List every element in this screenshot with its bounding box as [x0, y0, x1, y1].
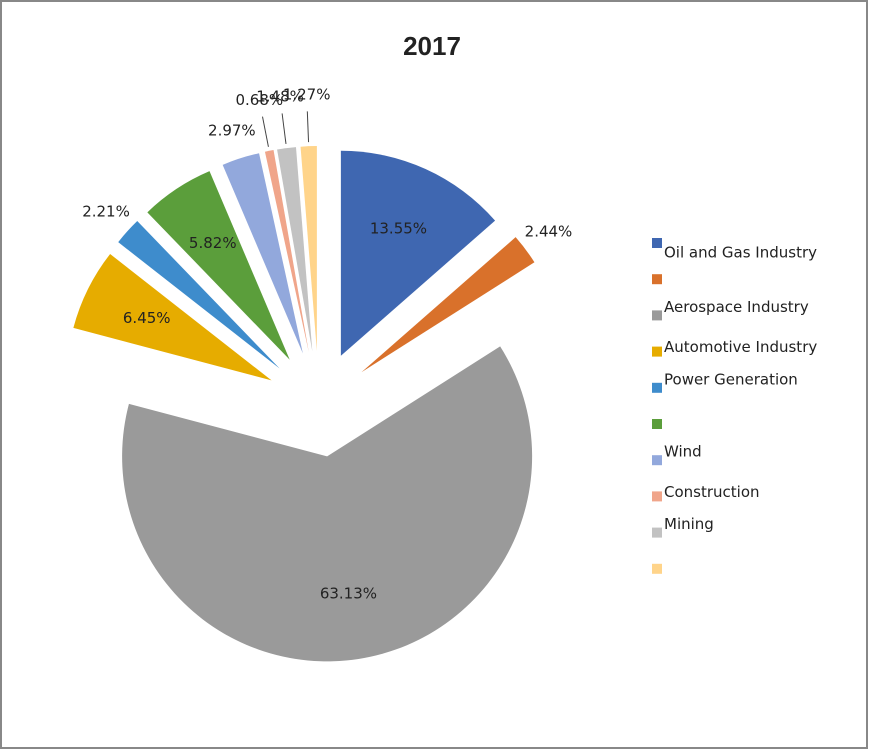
data-label: 2.21%	[82, 203, 130, 221]
pie-slice	[340, 150, 496, 356]
chart-title: 2017	[403, 31, 461, 61]
data-label: 1.27%	[283, 85, 331, 103]
legend-label: Power Generation	[664, 370, 798, 388]
leader-line	[262, 116, 269, 147]
legend-swatch	[652, 491, 662, 502]
legend-swatch	[652, 419, 662, 429]
data-label: 13.55%	[370, 219, 427, 237]
legend-label: Wind	[664, 443, 702, 461]
pie-slice	[277, 147, 313, 352]
legend-label: Oil and Gas Industry	[664, 244, 817, 262]
pie-slice	[147, 171, 290, 360]
legend-label: Automotive Industry	[664, 338, 817, 356]
data-label: 1.48%	[256, 88, 304, 106]
pie-slice	[122, 346, 533, 662]
data-label: 2.44%	[525, 223, 573, 241]
legend-swatch	[652, 382, 662, 393]
data-label: 6.45%	[123, 309, 171, 327]
legend-swatch	[652, 563, 662, 574]
leader-line	[281, 113, 287, 145]
data-label: 5.82%	[189, 234, 237, 252]
legend-label: Construction	[664, 483, 760, 501]
legend-swatch	[652, 346, 662, 357]
leader-line	[306, 111, 310, 143]
data-label: 63.13%	[320, 585, 377, 603]
pie-slice	[361, 237, 535, 373]
data-label: 2.97%	[208, 121, 256, 139]
pie-slice	[264, 150, 309, 352]
legend-swatch	[652, 527, 662, 538]
pie-slice	[222, 153, 303, 354]
pie-slice	[118, 221, 280, 369]
legend-swatch	[652, 238, 662, 248]
pie-slice	[73, 254, 272, 381]
legend-swatch	[652, 310, 662, 321]
legend-swatch	[652, 455, 662, 466]
data-label: 0.68%	[236, 91, 284, 109]
legend-label: Mining	[664, 515, 714, 533]
legend-swatch	[652, 274, 662, 285]
pie-slice	[300, 146, 317, 352]
legend-label: Aerospace Industry	[664, 298, 809, 316]
